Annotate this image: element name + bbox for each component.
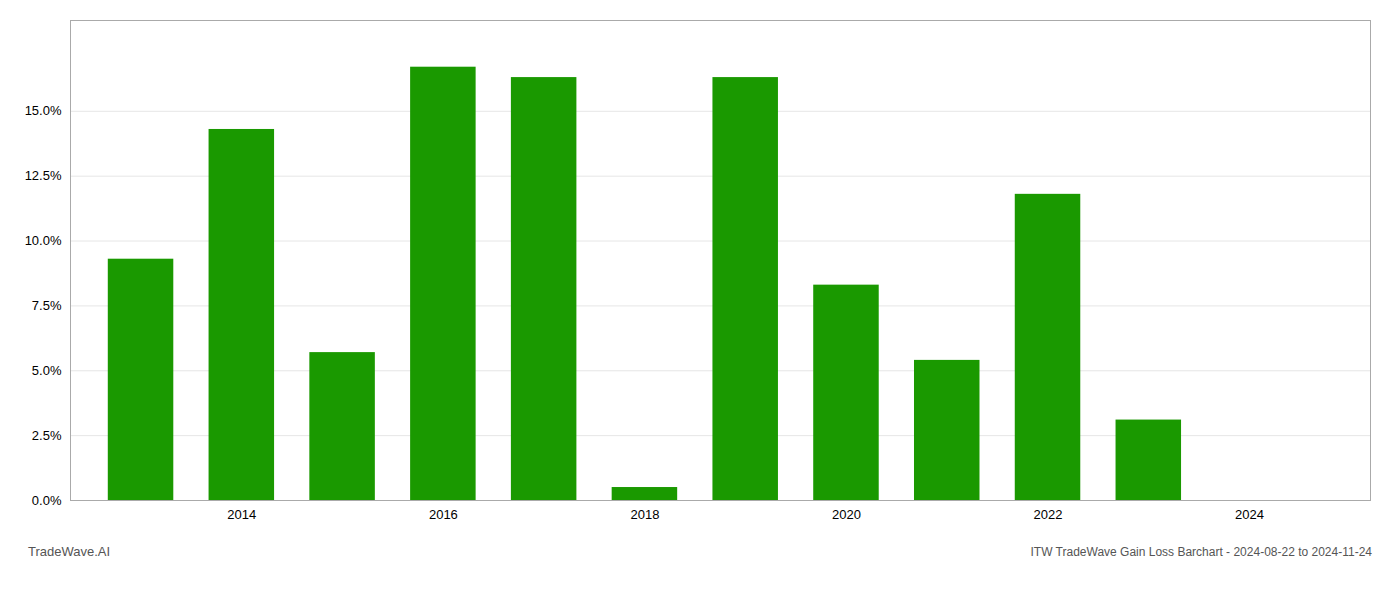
svg-text:15.0%: 15.0% [25, 103, 62, 118]
html-text:ITW TradeWave Gain Loss Barcha: ITW TradeWave Gain Loss Barchart - 2024-… [1030, 545, 1372, 559]
svg-text:2020: 2020 [832, 507, 861, 522]
svg-text:7.5%: 7.5% [32, 298, 62, 313]
svg-text:12.5%: 12.5% [25, 168, 62, 183]
svg-text:2022: 2022 [1034, 507, 1063, 522]
svg-text:0.0%: 0.0% [32, 493, 62, 508]
svg-text:5.0%: 5.0% [32, 363, 62, 378]
html-text:TradeWave.AI: TradeWave.AI [28, 544, 111, 559]
svg-text:2016: 2016 [429, 507, 458, 522]
svg-text:2018: 2018 [630, 507, 659, 522]
svg-text:2.5%: 2.5% [32, 428, 62, 443]
svg-text:2024: 2024 [1235, 507, 1264, 522]
svg-text:2014: 2014 [227, 507, 256, 522]
svg-text:10.0%: 10.0% [25, 233, 62, 248]
